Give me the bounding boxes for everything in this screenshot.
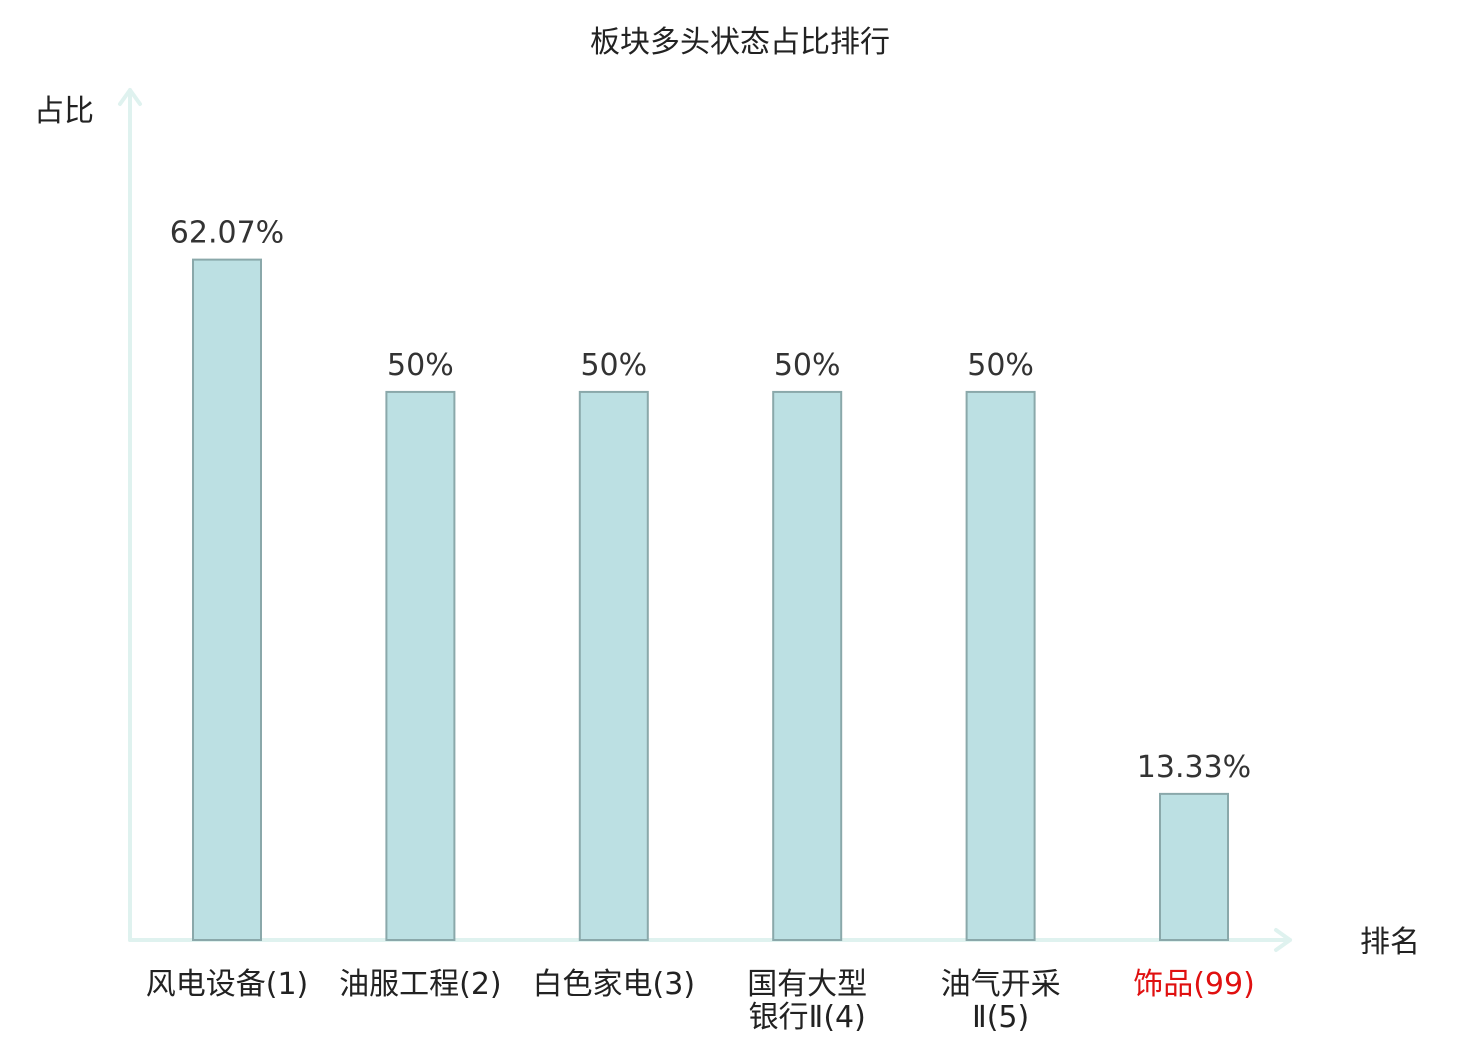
bar-value-label: 50% <box>774 348 841 383</box>
value-labels-group: 62.07% 50% 50% 50% 50% 13.33% <box>170 216 1251 785</box>
bar-value-label: 13.33% <box>1137 750 1251 785</box>
x-tick-label: 油服工程(2) <box>339 967 502 1002</box>
bar <box>578 390 649 941</box>
x-tick-label-line: 饰品(99) <box>1133 967 1255 1002</box>
bar <box>772 390 843 941</box>
bar <box>192 258 262 941</box>
x-tick-label: 饰品(99) <box>1133 967 1255 1002</box>
bar <box>385 390 456 941</box>
x-tick-label: 油气开采 Ⅱ(5) <box>941 967 1061 1035</box>
x-axis-arrow <box>1274 928 1292 952</box>
x-tick-label: 风电设备(1) <box>146 967 309 1002</box>
x-tick-label-line: 风电设备(1) <box>146 967 309 1002</box>
chart-title: 板块多头状态占比排行 <box>590 25 890 60</box>
x-tick-label-line: 白色家电(3) <box>533 967 696 1002</box>
category-labels-group: 风电设备(1) 油服工程(2) 白色家电(3) 国有大型银行Ⅱ(4) 油气开采 Ⅱ(5) 饰… <box>146 967 1255 1035</box>
bar <box>1159 792 1229 941</box>
x-tick-label-line: 油气开采 <box>941 967 1061 1002</box>
y-axis-arrow <box>118 88 142 106</box>
bar-value-label: 50% <box>967 348 1034 383</box>
y-axis-label: 占比 <box>34 94 94 129</box>
bar-value-label: 50% <box>580 348 647 383</box>
x-tick-label-line: 油服工程(2) <box>339 967 502 1002</box>
bar-value-label: 50% <box>387 348 454 383</box>
x-axis-label: 排名 <box>1360 925 1420 960</box>
x-tick-label-line: Ⅱ(5) <box>972 1000 1029 1035</box>
x-tick-label-line: 国有大型 <box>747 967 867 1002</box>
x-tick-label: 国有大型银行Ⅱ(4) <box>747 967 867 1035</box>
bars-group <box>192 258 1229 941</box>
bar-value-label: 62.07% <box>170 216 284 251</box>
x-tick-label-line: 银行Ⅱ(4) <box>749 1000 866 1035</box>
bar <box>965 390 1036 941</box>
axes <box>118 88 1292 952</box>
x-tick-label: 白色家电(3) <box>533 967 696 1002</box>
